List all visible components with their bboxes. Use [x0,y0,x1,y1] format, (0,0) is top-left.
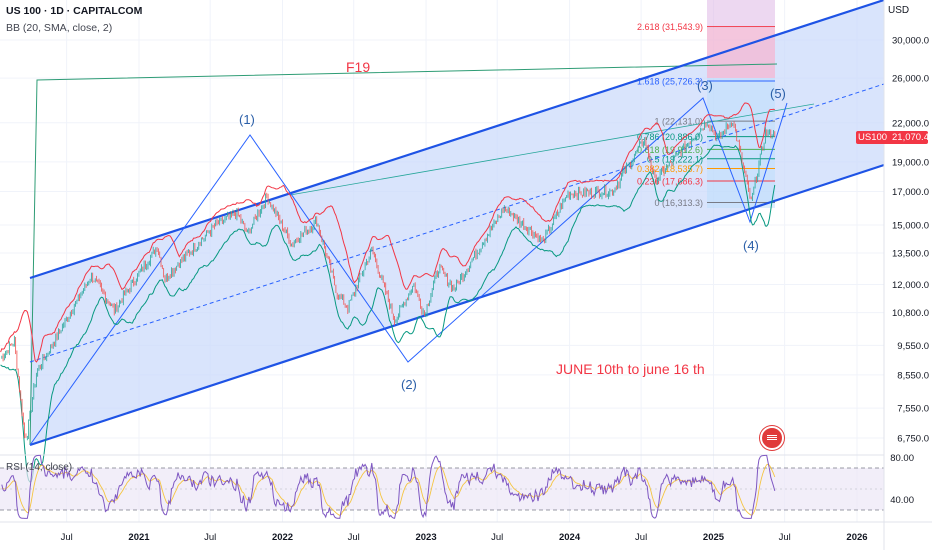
fib-level-label: 2.618 (31,543.9) [637,22,703,32]
elliott-wave-path[interactable] [29,97,788,446]
rsi-indicator-label[interactable]: RSI (14, close) [6,462,73,473]
time-tick-label: 2022 [272,532,293,543]
bollinger-upper-band [0,102,775,363]
time-tick-label: Jul [204,532,216,543]
fib-level-label: 1.618 (25,726.3) [637,77,703,87]
time-tick-label: 2023 [415,532,436,543]
wave-5-label: (5) [770,86,786,101]
time-tick-label: 2021 [128,532,150,543]
fib-level-label: 0.618 (19,912.6) [637,145,703,155]
fib-upper-zone [707,28,775,78]
channel-inner-trendline[interactable] [289,103,815,196]
date-note: JUNE 10th to june 16 th [556,361,705,377]
currency-label[interactable]: USD [888,5,910,16]
price-tick-label: 19,000.0 [892,157,929,168]
us-flag-icon[interactable] [760,426,784,450]
price-tick-label: 13,500.0 [892,249,929,260]
fib-level-label: 0.786 (20,886.0) [637,132,703,142]
price-axis[interactable]: 30,000.0 26,000.0 22,000.0 19,000.0 17,000.0… [892,36,929,445]
time-tick-label: 2025 [703,532,725,543]
candlesticks [1,120,776,441]
fib-zone [707,78,775,208]
channel-lower-line[interactable] [29,163,885,447]
price-tick-label: 15,000.0 [892,220,929,231]
price-tick-label: 30,000.0 [892,36,929,47]
symbol-title: US 100 · 1D · CAPITALCOM [6,5,143,17]
time-tick-label: Jul [635,532,647,543]
rsi-tick-label: 80.00 [890,453,914,464]
fib-level-label: 0.382 (18,535.7) [637,164,703,174]
f19-trendline[interactable] [29,63,778,446]
time-tick-label: 2026 [846,532,867,543]
last-price-badge: US100 21,070.4 [856,131,929,144]
price-tick-label: 8,550.0 [897,370,929,381]
rsi-signal-line [1,463,776,516]
fib-level-label: 0.236 (17,686.3) [637,176,703,186]
price-tick-label: 7,550.0 [897,404,929,415]
price-tick-label: 6,750.0 [897,434,929,445]
channel-midline[interactable] [29,83,885,363]
fib-level-label: 1 (22,131.0) [654,117,703,127]
wave-4-label: (4) [743,238,759,253]
price-tick-label: 12,000.0 [892,280,929,291]
price-tick-label: 17,000.0 [892,187,929,198]
bb-indicator-label[interactable]: BB (20, SMA, close, 2) [6,22,113,34]
time-tick-label: 2024 [559,532,581,543]
time-tick-label: Jul [348,532,360,543]
price-tick-label: 9,550.0 [897,341,929,352]
price-tick-label: 10,800.0 [892,308,929,319]
fib-level-label: 0.5 (19,222.1) [647,154,703,164]
price-tick-label: 26,000.0 [892,74,929,85]
last-price-value: 21,070.4 [892,132,929,143]
bollinger-lower-band [0,144,776,483]
time-tick-label: Jul [61,532,73,543]
time-axis[interactable]: Jul 2021 Jul 2022 Jul 2023 Jul 2024 Jul 2025 Jul 20… [61,532,868,543]
wave-3-label: (3) [697,78,713,93]
fib-level-label: 0 (16,313.3) [654,198,703,208]
rsi-line [1,454,776,519]
price-tick-label: 22,000.0 [892,118,929,129]
f19-label: F19 [346,59,370,75]
channel-upper-line[interactable] [29,0,885,280]
rsi-tick-label: 40.00 [890,495,914,506]
time-tick-label: Jul [491,532,503,543]
time-tick-label: Jul [779,532,791,543]
wave-2-label: (2) [401,377,417,392]
wave-1-label: (1) [239,112,255,127]
rsi-axis[interactable]: 80.00 40.00 [890,453,914,506]
last-price-symbol: US100 [858,132,888,143]
